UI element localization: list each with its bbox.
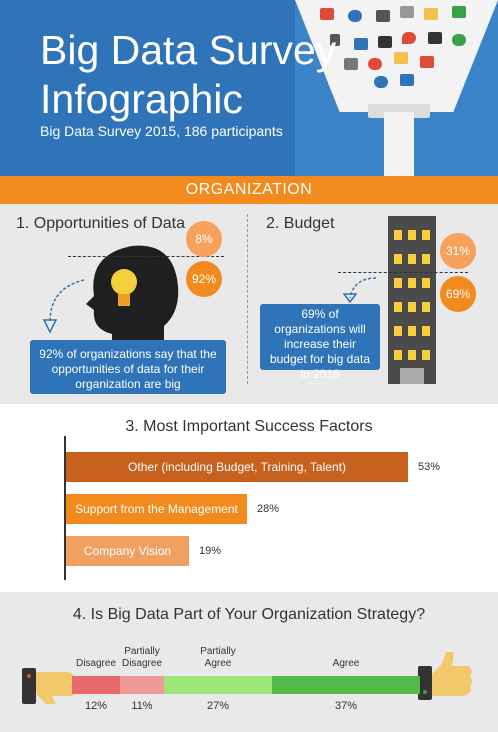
search-icon: [374, 76, 388, 88]
section-divider: [247, 214, 248, 384]
header: Big Data Survey Infographic Big Data Sur…: [0, 0, 498, 176]
strategy-segment-label-line: Partially: [200, 646, 236, 657]
opportunities-pct-large: 92%: [186, 261, 222, 297]
organization-banner: ORGANIZATION: [0, 176, 498, 204]
strategy-segment-label: Disagree: [72, 658, 120, 670]
keyboard-icon: [344, 58, 358, 70]
thumbs-up-icon: [418, 652, 472, 700]
strategy-segment: [164, 676, 272, 694]
budget-dashed-line: [338, 272, 468, 273]
budget-title: 2. Budget: [266, 215, 335, 232]
face-icon: [368, 58, 382, 70]
success-bar-value: 19%: [199, 545, 222, 557]
opportunities-budget-section: 1. Opportunities of Data 8% 92% 92% of o…: [0, 204, 498, 404]
head-lightbulb-icon: [86, 245, 179, 362]
opportunities-callout: 92% of organizations say that the opport…: [30, 340, 226, 394]
strategy-segment-label: Partially Disagree: [120, 646, 164, 670]
budget-pct-large: 69%: [440, 276, 476, 312]
budget-arrow-icon: [342, 277, 377, 304]
success-bar: Support from the Management: [66, 494, 247, 524]
curved-arrow-icon: [42, 279, 85, 334]
title-line-1: Big Data Survey: [40, 27, 337, 73]
group-icon: [354, 38, 368, 50]
database-icon: [400, 6, 414, 18]
funnel-ring: [368, 104, 430, 118]
folder-icon: [424, 8, 438, 20]
strategy-segment-value: 11%: [131, 700, 153, 712]
success-factors-section: 3. Most Important Success Factors Other …: [0, 404, 498, 592]
strategy-segment: [72, 676, 120, 694]
location-pin-icon: [402, 32, 416, 44]
title-line-2: Infographic: [40, 76, 243, 122]
strategy-segment-value: 37%: [334, 700, 358, 712]
opportunities-title: 1. Opportunities of Data: [16, 215, 185, 232]
chart-axis: [64, 436, 66, 580]
success-bar-value: 28%: [257, 503, 280, 515]
page-title: Big Data Survey Infographic: [40, 26, 336, 124]
tools-icon: [378, 36, 392, 48]
newspaper-icon: [376, 10, 390, 22]
upload-icon: [452, 6, 466, 18]
success-factors-title: 3. Most Important Success Factors: [125, 418, 373, 435]
success-bar: Other (including Budget, Training, Talen…: [66, 452, 408, 482]
budget-pct-small: 31%: [440, 233, 476, 269]
chart-icon: [400, 74, 414, 86]
budget-callout: 69% of organizations will increase their…: [260, 304, 380, 381]
strategy-segment-value: 27%: [206, 700, 230, 712]
thumbs-down-icon: [22, 668, 76, 704]
strategy-section: 4. Is Big Data Part of Your Organization…: [0, 592, 498, 732]
opportunities-pct-small: 8%: [186, 221, 222, 257]
strategy-segment-label-line: Disagree: [121, 658, 163, 669]
strategy-segment: [120, 676, 164, 694]
strategy-segment: [272, 676, 420, 694]
cloud-icon: [452, 34, 466, 46]
building-icon: [388, 216, 436, 384]
strategy-segment-label-line: Disagree: [75, 658, 117, 669]
success-bar: Company Vision: [66, 536, 189, 566]
mail-icon: [394, 52, 408, 64]
phone-icon: [320, 8, 334, 20]
page-subtitle: Big Data Survey 2015, 186 participants: [40, 123, 283, 139]
calendar-icon: [420, 56, 434, 68]
strategy-segment-label: Partially Agree: [164, 646, 272, 670]
funnel-stem: [384, 112, 414, 176]
strategy-segment-value: 12%: [84, 700, 108, 712]
strategy-segment-label-line: Agree: [332, 658, 360, 669]
strategy-title: 4. Is Big Data Part of Your Organization…: [72, 606, 426, 623]
square-icon: [428, 32, 442, 44]
opportunities-dashed-line: [68, 256, 224, 257]
strategy-segment-label-line: Agree: [204, 658, 232, 669]
strategy-segment-label: Agree: [272, 658, 420, 670]
strategy-segment-label-line: Partially: [124, 646, 160, 657]
chat-icon: [348, 10, 362, 22]
success-bar-value: 53%: [418, 461, 441, 473]
cursor-icon: [330, 34, 340, 46]
